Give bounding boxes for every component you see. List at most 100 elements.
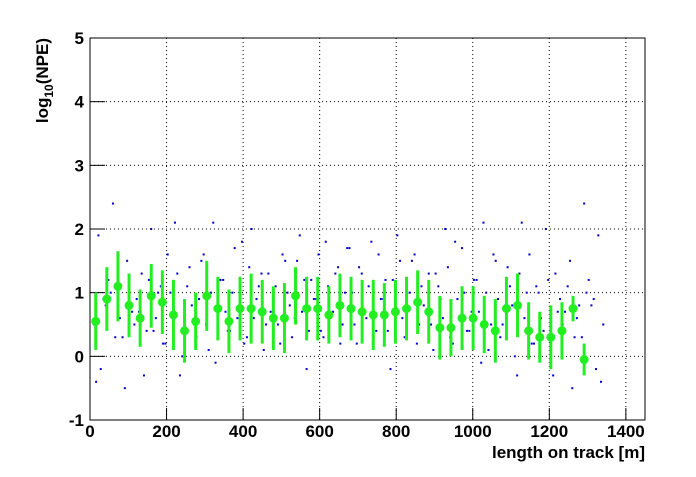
scatter-point bbox=[267, 272, 270, 275]
scatter-point bbox=[568, 259, 571, 262]
scatter-point bbox=[377, 253, 380, 256]
scatter-point bbox=[288, 304, 291, 307]
profile-point bbox=[568, 304, 578, 314]
scatter-point bbox=[535, 285, 538, 288]
scatter-point bbox=[511, 304, 514, 307]
scatter-point bbox=[307, 329, 310, 332]
scatter-point bbox=[284, 259, 287, 262]
scatter-point bbox=[523, 317, 526, 320]
scatter-point bbox=[252, 317, 255, 320]
scatter-point bbox=[276, 323, 279, 326]
scatter-point bbox=[219, 278, 222, 281]
profile-point bbox=[357, 307, 367, 317]
profile-point bbox=[157, 297, 167, 307]
scatter-point bbox=[114, 336, 117, 339]
scatter-point bbox=[162, 342, 165, 345]
profile-point bbox=[146, 291, 156, 301]
scatter-point bbox=[482, 221, 485, 224]
profile-point bbox=[546, 332, 556, 342]
scatter-point bbox=[126, 259, 129, 262]
profile-point bbox=[379, 310, 389, 320]
scatter-point bbox=[296, 259, 299, 262]
scatter-point bbox=[444, 228, 447, 230]
scatter-point bbox=[403, 336, 406, 339]
scatter-point bbox=[99, 368, 102, 371]
scatter-point bbox=[475, 278, 478, 281]
y-tick-label: 2 bbox=[75, 220, 84, 239]
scatter-point bbox=[602, 323, 605, 326]
profile-point bbox=[513, 300, 523, 310]
scatter-point bbox=[188, 266, 191, 269]
scatter-point bbox=[312, 298, 315, 301]
scatter-point bbox=[173, 221, 176, 224]
scatter-point bbox=[305, 368, 308, 371]
scatter-point bbox=[415, 342, 418, 345]
scatter-point bbox=[590, 304, 593, 307]
scatter-point bbox=[248, 266, 251, 269]
profile-point bbox=[390, 307, 400, 317]
scatter-point bbox=[231, 291, 234, 294]
scatter-point bbox=[451, 342, 454, 345]
scatter-point bbox=[477, 310, 480, 313]
y-tick-label: 4 bbox=[75, 93, 85, 112]
y-tick-label: 0 bbox=[75, 347, 84, 366]
scatter-point bbox=[319, 329, 322, 332]
plot-frame bbox=[89, 37, 646, 421]
scatter-point bbox=[375, 329, 378, 332]
scatter-point bbox=[597, 234, 600, 237]
scatter-point bbox=[492, 253, 495, 256]
scatter-point bbox=[169, 291, 172, 294]
profile-point bbox=[135, 313, 145, 323]
scatter-point bbox=[413, 253, 416, 256]
scatter-point bbox=[358, 266, 361, 269]
scatter-point bbox=[224, 310, 227, 313]
scatter-point bbox=[339, 342, 342, 345]
profile-point bbox=[468, 313, 478, 323]
scatter-point bbox=[164, 342, 167, 345]
scatter-point bbox=[291, 336, 294, 339]
scatter-point bbox=[520, 221, 523, 224]
scatter-point bbox=[281, 253, 284, 256]
scatter-point bbox=[410, 259, 413, 262]
scatter-point bbox=[255, 298, 258, 301]
scatter-point bbox=[554, 272, 557, 275]
scatter-point bbox=[95, 380, 98, 383]
scatter-point bbox=[202, 253, 205, 256]
y-tick-label: 3 bbox=[75, 156, 84, 175]
scatter-point bbox=[573, 336, 576, 339]
scatter-point bbox=[587, 278, 590, 281]
scatter-point bbox=[111, 202, 114, 205]
scatter-point bbox=[200, 259, 203, 262]
scatter-point bbox=[454, 240, 457, 243]
scatter-point bbox=[348, 247, 351, 250]
scatter-point bbox=[209, 291, 212, 294]
profile-point bbox=[91, 316, 101, 326]
scatter-point bbox=[463, 291, 466, 294]
scatter-point bbox=[274, 285, 277, 288]
scatter-point bbox=[446, 266, 449, 269]
scatter-point bbox=[133, 323, 136, 326]
profile-point bbox=[557, 326, 567, 336]
profile-point bbox=[368, 310, 378, 320]
scatter-point bbox=[501, 323, 504, 326]
scatter-point bbox=[147, 278, 150, 281]
scatter-point bbox=[441, 317, 444, 320]
profile-point bbox=[191, 316, 201, 326]
scatter-point bbox=[176, 272, 179, 275]
profile-point bbox=[457, 313, 467, 323]
scatter-point bbox=[135, 298, 138, 301]
profile-point bbox=[213, 304, 223, 314]
scatter-point bbox=[437, 285, 440, 288]
scatter-point bbox=[332, 310, 335, 313]
scatter-point bbox=[401, 317, 404, 320]
scatter-point bbox=[222, 278, 225, 281]
scatter-point bbox=[525, 291, 528, 294]
scatter-point bbox=[508, 285, 511, 288]
scatter-point bbox=[466, 329, 469, 332]
scatter-point bbox=[107, 278, 110, 281]
y-label-sub: 10 bbox=[42, 84, 56, 98]
scatter-point bbox=[181, 355, 184, 358]
y-tick-label: -1 bbox=[69, 411, 84, 430]
profile-point bbox=[535, 332, 545, 342]
scatter-point bbox=[379, 298, 382, 301]
